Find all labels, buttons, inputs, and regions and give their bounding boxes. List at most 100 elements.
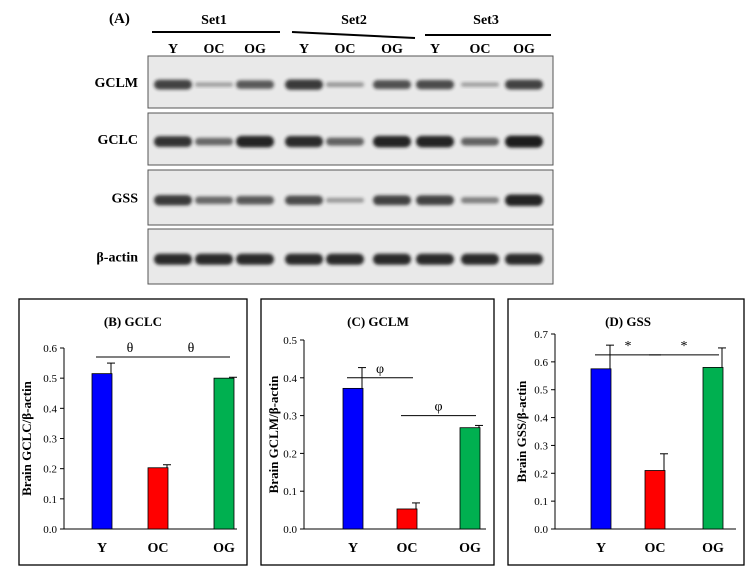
y-tick-label: 0.2	[283, 448, 297, 460]
blot-row-label: β-actin	[96, 251, 138, 266]
blot-row-label: GSS	[112, 192, 139, 207]
lane-label: Y	[299, 42, 309, 57]
lane-labels: Y OC OG Y OC OG Y OC OG	[168, 42, 535, 57]
y-tick-label: 0.0	[534, 524, 548, 536]
set-label-3: Set3	[473, 13, 499, 28]
blot-band	[154, 136, 192, 147]
lane-label: OC	[335, 42, 356, 57]
chart-gclm: (C) GCLM Brain GCLM/β-actin 0.0 0.1 0.2 0.3 0.…	[266, 314, 486, 556]
bar-oc	[396, 508, 418, 530]
blot-band	[416, 253, 454, 265]
bar-y	[590, 368, 612, 530]
blot-band	[505, 79, 543, 90]
blot-band	[326, 197, 364, 203]
y-tick-label: 0.6	[534, 357, 548, 369]
significance-symbol: φ	[434, 400, 442, 415]
set-label-2: Set2	[341, 13, 367, 28]
y-tick-label: 0.0	[43, 524, 57, 536]
blot-band	[326, 253, 364, 265]
blot-band	[373, 135, 411, 148]
chart-frame-c	[260, 298, 495, 566]
x-category-label: OG	[459, 541, 481, 556]
blot-band	[416, 79, 454, 90]
x-category-label: Y	[97, 541, 107, 556]
x-category-label: OG	[702, 541, 724, 556]
blot-band	[373, 253, 411, 265]
blot-band	[326, 137, 364, 146]
blot-band	[154, 195, 192, 206]
chart-title: (D) GSS	[605, 314, 651, 329]
blot-band	[461, 137, 499, 146]
lane-label: OG	[513, 42, 535, 57]
significance-symbol: θ	[188, 341, 195, 356]
y-tick-label: 0.5	[534, 385, 548, 397]
y-tick-label: 0.6	[43, 343, 57, 355]
bar-oc	[147, 467, 169, 530]
blot-band	[373, 195, 411, 206]
blot-band	[195, 82, 233, 87]
blot-band	[505, 253, 543, 265]
y-tick-label: 0.1	[283, 486, 297, 498]
chart-frame-d	[507, 298, 745, 566]
chart-title: (B) GCLC	[104, 314, 162, 329]
y-tick-label: 0.3	[283, 411, 297, 423]
bar-og	[459, 427, 481, 530]
y-tick-label: 0.4	[283, 373, 297, 385]
y-axis-label: Brain GCLC/β-actin	[19, 380, 34, 496]
blot-band	[416, 135, 454, 148]
chart-title: (C) GCLM	[347, 314, 409, 329]
y-tick-label: 0.0	[283, 524, 297, 536]
blot-band	[236, 253, 274, 265]
bar-y	[342, 387, 364, 530]
blot-row: GCLM	[94, 55, 554, 109]
blot-row: GSS	[112, 169, 554, 226]
y-tick-label: 0.3	[534, 440, 548, 452]
lane-label: Y	[168, 42, 178, 57]
y-axis-label: Brain GCLM/β-actin	[266, 375, 281, 493]
chart-frame-b	[18, 298, 248, 566]
western-blot-panel: (A) Set1 Set2 Set3 Y OC OG Y OC OG Y OC OG GCLMG…	[94, 11, 554, 285]
blot-band	[285, 136, 323, 148]
x-category-label: Y	[596, 541, 606, 556]
x-category-label: OC	[397, 541, 418, 556]
blot-band	[236, 135, 274, 148]
y-tick-label: 0.5	[43, 373, 57, 385]
blot-band	[285, 195, 323, 205]
blot-band	[195, 137, 233, 146]
y-tick-label: 0.1	[534, 496, 548, 508]
blot-band	[461, 253, 499, 265]
x-category-label: OC	[645, 541, 666, 556]
blot-band	[326, 82, 364, 87]
blot-band	[505, 135, 543, 148]
y-tick-label: 0.1	[43, 494, 57, 506]
significance-symbol: *	[681, 339, 688, 354]
lane-label: OG	[381, 42, 403, 57]
blot-band	[285, 253, 323, 265]
set-underline-2	[291, 31, 416, 39]
chart-gss: (D) GSS Brain GSS/β-actin 0.0 0.1 0.2 0.3 0.4 0…	[514, 314, 736, 556]
significance-symbol: θ	[127, 341, 134, 356]
blot-band	[195, 196, 233, 204]
blot-band	[154, 253, 192, 265]
y-axis-label: Brain GSS/β-actin	[514, 380, 529, 483]
blot-band	[461, 197, 499, 204]
lane-label: OC	[204, 42, 225, 57]
blot-band	[461, 82, 499, 87]
blot-band	[195, 253, 233, 265]
y-tick-label: 0.2	[534, 468, 548, 480]
y-tick-label: 0.4	[534, 413, 548, 425]
blot-row: β-actin	[96, 228, 554, 285]
blot-membrane	[147, 55, 554, 109]
blot-band	[154, 79, 192, 90]
blot-band	[505, 194, 543, 207]
y-tick-label: 0.5	[283, 335, 297, 347]
blot-band	[373, 80, 411, 90]
significance-symbol: *	[625, 339, 632, 354]
blot-band	[416, 195, 454, 206]
bar-og	[213, 377, 235, 530]
chart-gclc: (B) GCLC Brain GCLC/β-actin 0.0 0.1 0.2 0.3 0.…	[19, 314, 237, 556]
bar-og	[702, 367, 724, 530]
y-tick-label: 0.3	[43, 434, 57, 446]
set-label-1: Set1	[201, 13, 227, 28]
